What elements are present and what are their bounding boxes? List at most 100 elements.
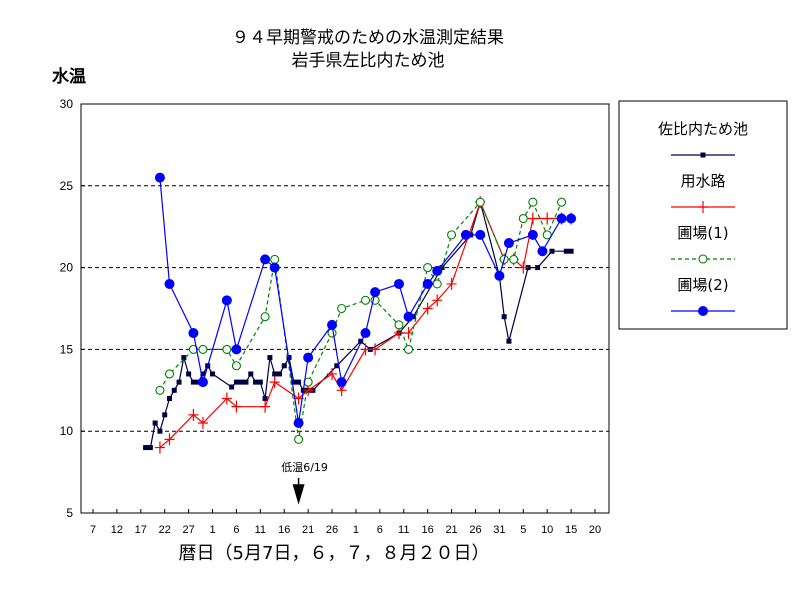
data-point	[197, 417, 208, 430]
data-point	[475, 229, 486, 240]
legend-swatch-marker	[700, 152, 706, 158]
x-tick-label: 12	[111, 524, 123, 536]
data-point	[503, 238, 514, 249]
data-point	[248, 371, 254, 377]
data-point	[181, 355, 187, 361]
data-point	[556, 213, 567, 224]
data-point	[475, 197, 485, 207]
data-point	[231, 344, 242, 355]
data-point	[197, 377, 208, 388]
data-point	[360, 295, 371, 305]
data-point	[164, 433, 175, 446]
x-tick-label: 21	[445, 524, 457, 536]
data-point	[542, 230, 552, 240]
data-point	[535, 265, 541, 271]
data-point	[162, 412, 168, 418]
y-tick-label: 30	[60, 97, 74, 111]
annotation-label: 低温6/19	[281, 461, 328, 474]
legend-item-s3: 圃場(1)	[671, 224, 735, 264]
data-point	[164, 278, 175, 289]
legend-box	[618, 100, 788, 330]
data-point	[281, 363, 287, 369]
data-point	[394, 320, 404, 330]
data-point	[152, 420, 158, 426]
x-tick-label: 22	[159, 524, 171, 536]
data-point	[260, 254, 271, 265]
data-point	[537, 246, 548, 257]
x-tick-label: 1	[353, 524, 359, 536]
x-tick-label: 26	[326, 524, 338, 536]
data-point	[164, 369, 175, 379]
data-point	[327, 367, 338, 380]
data-point	[154, 441, 165, 454]
chart-title-line-1: ９４早期警戒のための水温測定結果	[232, 28, 504, 48]
data-point	[260, 312, 270, 322]
series-s1	[143, 199, 574, 451]
data-point	[360, 343, 371, 356]
legend-item-s4: 圃場(2)	[671, 276, 735, 316]
data-point	[143, 445, 149, 451]
data-point	[157, 428, 163, 434]
y-tick-label: 5	[66, 506, 73, 520]
x-tick-label: 27	[182, 524, 194, 536]
data-point	[501, 314, 507, 320]
legend-item-s2: 用水路	[671, 172, 735, 213]
data-point	[393, 278, 404, 289]
legend-label: 佐比内ため池	[658, 120, 748, 138]
grid-lines	[81, 185, 609, 432]
data-point	[446, 277, 457, 290]
data-point	[432, 279, 442, 289]
series-s4	[154, 172, 577, 429]
x-tick-label: 20	[589, 524, 601, 536]
data-point	[269, 262, 280, 273]
y-tick-label: 10	[60, 424, 74, 438]
data-point	[527, 212, 538, 225]
x-tick-label: 5	[520, 524, 526, 536]
data-point	[423, 263, 433, 273]
data-point	[336, 377, 347, 388]
data-point	[542, 212, 553, 225]
data-point	[262, 395, 268, 401]
x-tick-label: 21	[302, 524, 314, 536]
data-point	[549, 248, 555, 254]
legend-swatch-marker	[698, 201, 708, 213]
data-point	[188, 408, 199, 421]
data-point	[210, 371, 216, 377]
data-point	[238, 379, 244, 385]
data-point	[556, 197, 567, 207]
y-axis-ticks: 5 10 15 20 25 30	[60, 97, 85, 520]
data-point	[233, 379, 239, 385]
x-tick-label: 7	[90, 524, 96, 536]
data-point	[327, 328, 337, 338]
cold-day-annotation: 低温6/19	[281, 461, 328, 505]
data-point	[370, 343, 381, 356]
legend-label: 圃場(2)	[677, 276, 728, 294]
data-point	[260, 400, 271, 413]
y-tick-label: 25	[60, 179, 74, 193]
data-point	[243, 379, 249, 385]
x-axis-ticks: 7 12 17 22 27 1 6 11 16 21 26 1 6 11 16 21 26 31 5 10 15 20	[90, 509, 601, 536]
data-point	[155, 385, 165, 395]
x-tick-label: 31	[493, 524, 505, 536]
data-point	[506, 338, 512, 344]
data-point	[276, 371, 282, 377]
data-point	[403, 344, 414, 354]
data-point	[528, 197, 538, 207]
data-point	[360, 328, 371, 339]
y-tick-label: 20	[60, 261, 74, 275]
data-point	[518, 213, 528, 224]
x-tick-label: 6	[377, 524, 383, 536]
data-point	[147, 445, 153, 451]
series-line	[159, 200, 563, 440]
data-point	[509, 254, 519, 264]
data-point	[231, 400, 242, 413]
data-point	[422, 278, 433, 289]
data-point	[327, 319, 338, 330]
data-point	[568, 248, 574, 254]
data-point	[200, 371, 206, 377]
data-point	[291, 379, 297, 385]
x-tick-label: 17	[135, 524, 147, 536]
data-point	[176, 379, 182, 385]
data-point	[303, 352, 314, 363]
